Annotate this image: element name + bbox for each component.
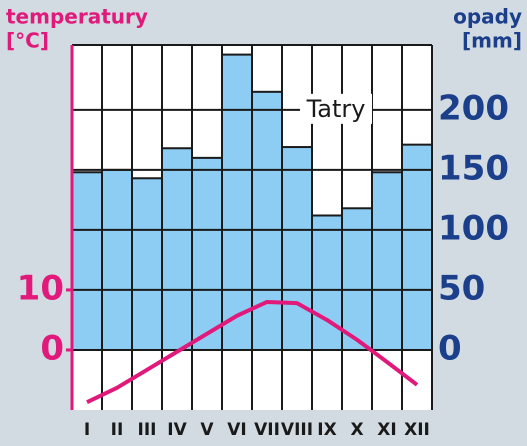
x-tick-label: III: [138, 420, 157, 440]
y2-axis-unit: [mm]: [462, 29, 522, 53]
bar: [251, 90, 283, 351]
x-tick-label: XII: [404, 420, 430, 440]
y2-tick-label: 200: [438, 88, 509, 128]
x-tick-label: II: [111, 420, 124, 440]
bar: [131, 177, 163, 351]
temperature-line: [86, 299, 419, 404]
x-tick-label: IV: [167, 420, 187, 440]
bar: [401, 143, 433, 351]
chart-title: Tatry: [306, 95, 366, 123]
x-tick-label: I: [84, 420, 90, 440]
x-tick-label: XI: [377, 420, 396, 440]
y-tick-label: 0: [40, 328, 64, 368]
x-tick-label: VI: [227, 420, 246, 440]
bar: [221, 53, 253, 351]
bar: [371, 171, 403, 351]
title-bg: [300, 93, 372, 124]
bar: [191, 156, 223, 351]
y2-tick-label: 100: [438, 208, 509, 248]
bar: [101, 168, 133, 351]
x-tick-label: X: [350, 420, 363, 440]
y2-axis-label: opady: [453, 5, 522, 29]
x-tick-label: VII: [254, 420, 280, 440]
y2-tick-label: 0: [438, 328, 462, 368]
y2-tick-label: 150: [438, 148, 509, 188]
bar: [311, 214, 343, 351]
y2-tick-label: 50: [438, 268, 485, 308]
bar: [281, 146, 313, 351]
x-tick-label: IX: [317, 420, 336, 440]
x-tick-label: V: [200, 420, 214, 440]
bar: [161, 147, 193, 351]
y-axis-label: temperatury: [6, 5, 148, 29]
x-tick-label: VIII: [281, 420, 313, 440]
y-axis-unit: [°C]: [6, 29, 49, 53]
y-tick-label: 10: [17, 268, 64, 308]
bar: [71, 171, 103, 351]
